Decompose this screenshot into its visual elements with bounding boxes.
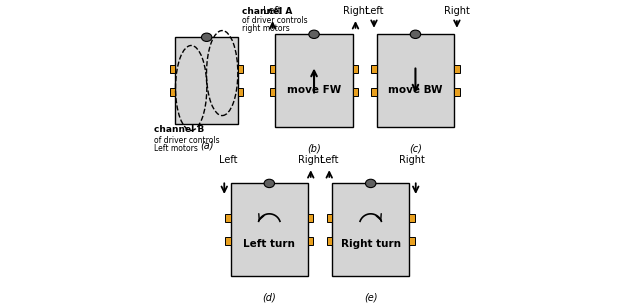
Bar — [454, 65, 460, 74]
Text: of driver controls: of driver controls — [154, 136, 220, 145]
Text: Left motors: Left motors — [154, 144, 198, 153]
Bar — [225, 237, 230, 245]
Bar — [326, 214, 332, 222]
Text: (d): (d) — [262, 292, 276, 302]
Ellipse shape — [365, 179, 376, 188]
Bar — [410, 214, 415, 222]
Text: (c): (c) — [409, 143, 422, 153]
Text: of driver controls: of driver controls — [243, 16, 308, 25]
Text: channel A: channel A — [243, 7, 293, 16]
Bar — [454, 88, 460, 96]
Bar — [326, 237, 332, 245]
Bar — [308, 214, 314, 222]
Text: Left: Left — [365, 6, 383, 16]
Bar — [270, 65, 275, 74]
Bar — [270, 88, 275, 96]
Bar — [170, 88, 175, 96]
Text: channel B: channel B — [154, 125, 205, 134]
Text: Left: Left — [263, 6, 282, 16]
Bar — [230, 183, 308, 276]
Bar — [275, 34, 353, 127]
Text: Right: Right — [342, 6, 369, 16]
Bar — [238, 88, 243, 96]
Text: (b): (b) — [307, 143, 321, 153]
Bar — [353, 88, 358, 96]
Text: Right: Right — [444, 6, 470, 16]
Text: move FW: move FW — [287, 85, 341, 95]
Bar — [371, 65, 377, 74]
Text: move BW: move BW — [388, 85, 443, 95]
Text: right motors: right motors — [243, 24, 290, 33]
Bar — [308, 237, 314, 245]
Bar — [332, 183, 410, 276]
Bar — [238, 65, 243, 74]
Bar — [225, 214, 230, 222]
Ellipse shape — [410, 30, 420, 38]
Text: Left: Left — [320, 155, 339, 165]
Text: Right: Right — [298, 155, 324, 165]
Bar — [410, 237, 415, 245]
Bar — [170, 65, 175, 74]
Ellipse shape — [202, 33, 212, 41]
Text: Right: Right — [399, 155, 425, 165]
Ellipse shape — [309, 30, 319, 38]
Text: Left: Left — [219, 155, 237, 165]
Text: (a): (a) — [200, 140, 213, 150]
Bar — [175, 37, 238, 124]
Text: Right turn: Right turn — [340, 239, 401, 249]
Bar — [353, 65, 358, 74]
Text: Left turn: Left turn — [243, 239, 295, 249]
Bar — [371, 88, 377, 96]
Bar — [377, 34, 454, 127]
Ellipse shape — [264, 179, 275, 188]
Text: (e): (e) — [364, 292, 378, 302]
